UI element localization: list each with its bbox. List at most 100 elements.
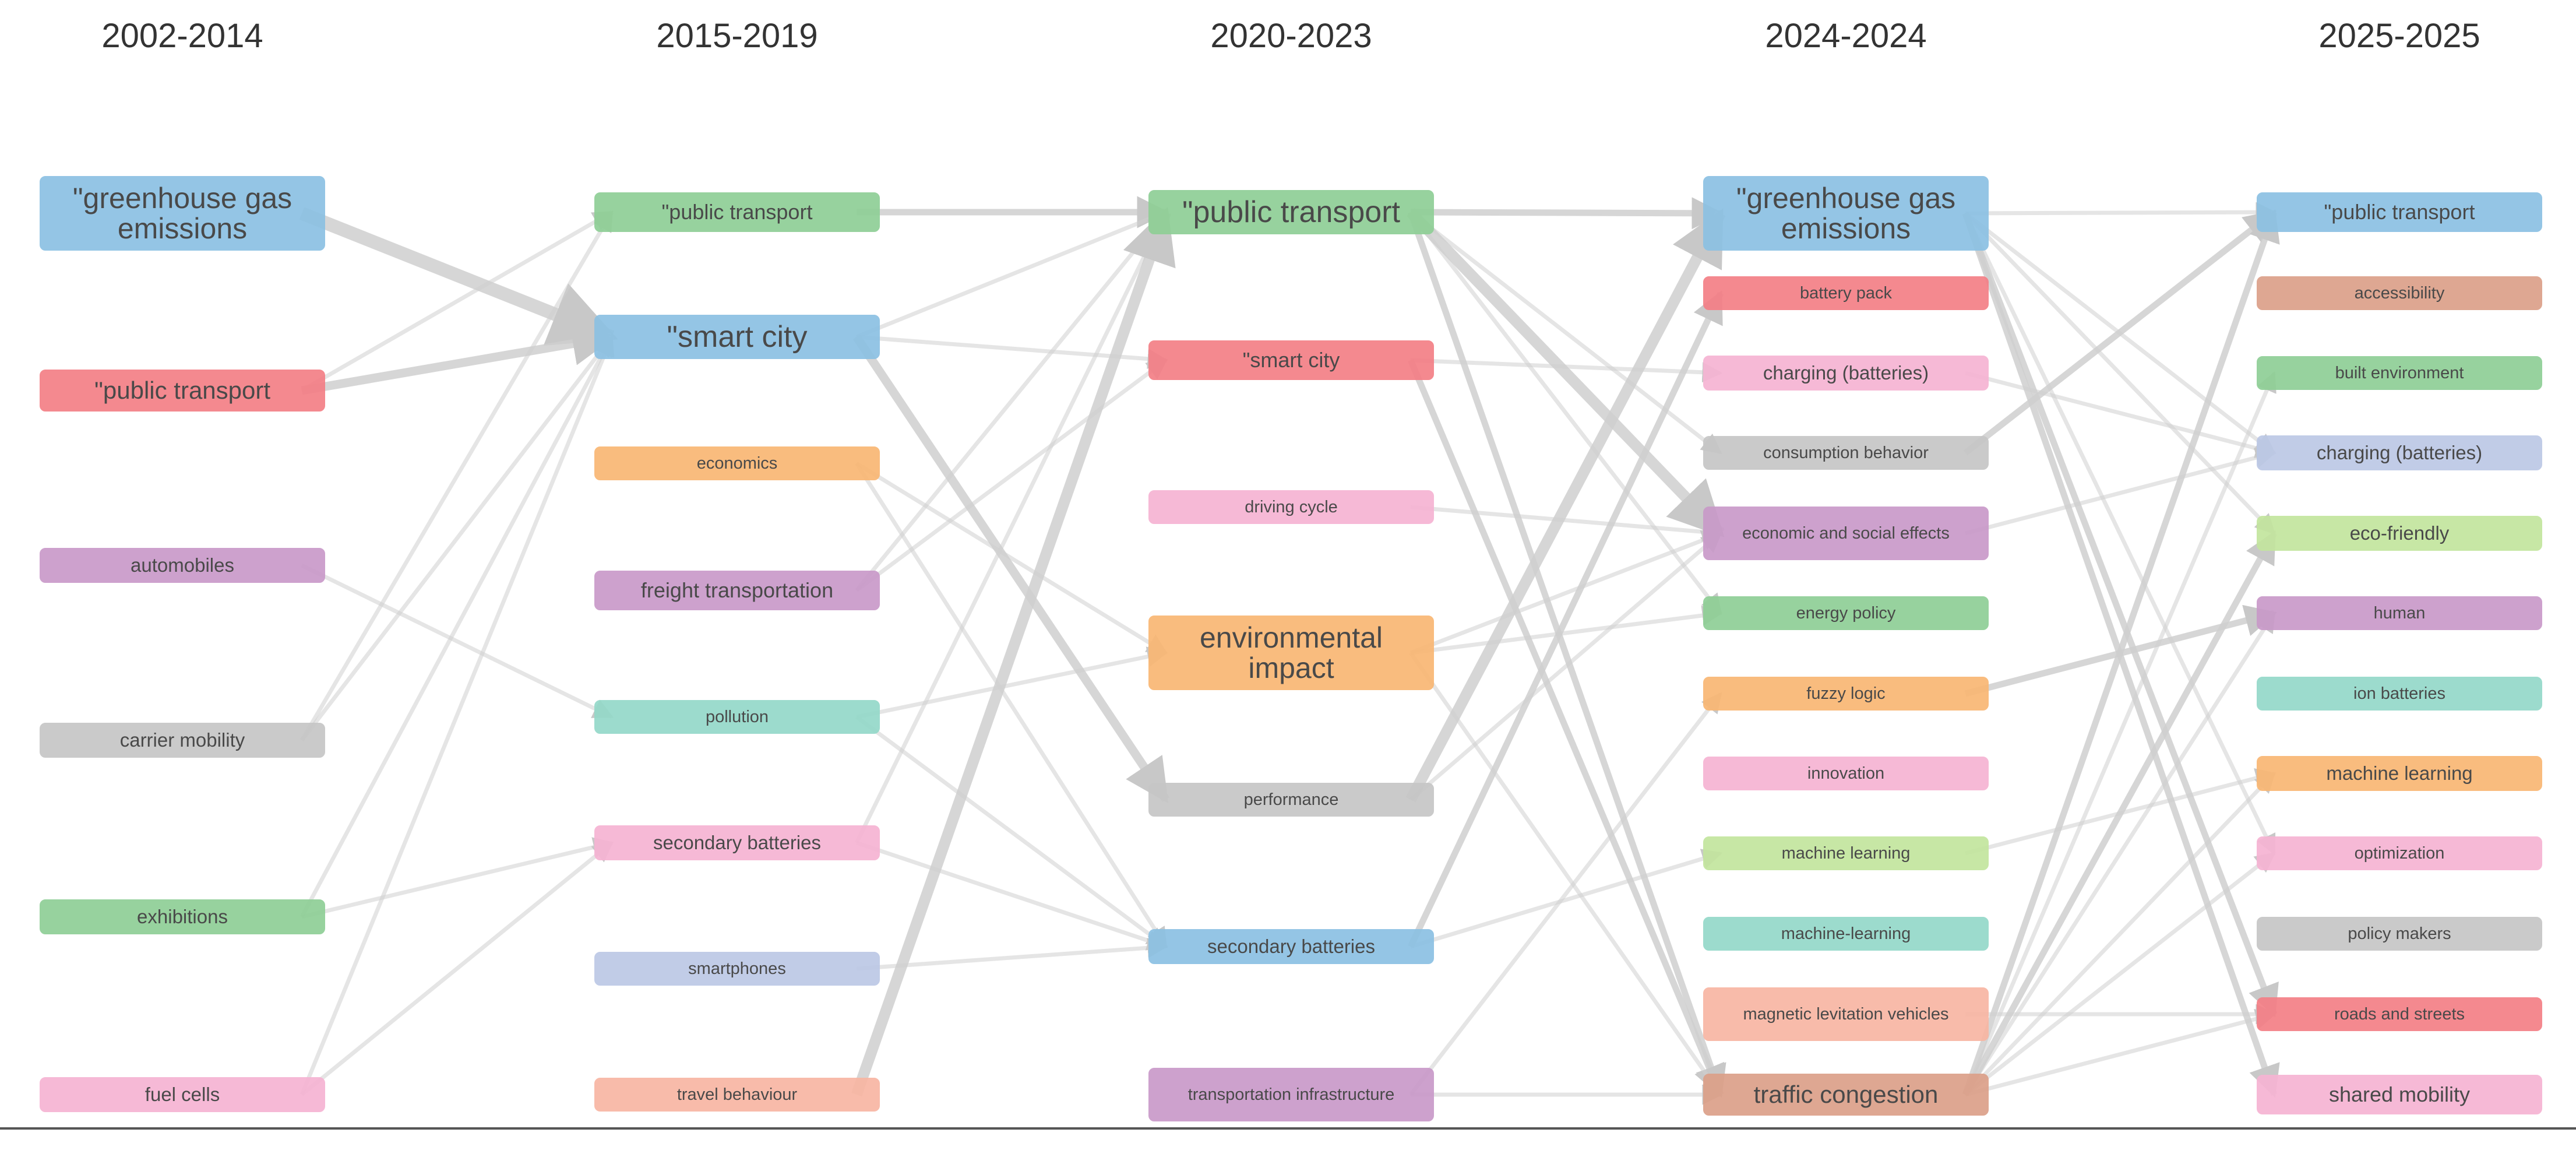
node-label: "greenhouse gas emissions	[1736, 181, 1956, 245]
node-d-cons: consumption behavior	[1703, 436, 1989, 470]
node-label: fuel cells	[145, 1083, 220, 1105]
node-label: "smart city	[667, 319, 808, 354]
node-label: ion batteries	[2353, 684, 2445, 703]
node-label: exhibitions	[137, 905, 228, 927]
node-b-freight: freight transportation	[594, 571, 880, 610]
link-d-traffic-to-e-pt	[1962, 209, 2280, 1096]
node-e-access: accessibility	[2257, 276, 2542, 310]
link-a-pt-to-b-pt	[301, 210, 614, 393]
node-d-ml2: machine-learning	[1703, 917, 1989, 951]
node-label: charging (batteries)	[1763, 361, 1929, 384]
link-c-perf-to-d-ghg	[1405, 208, 1726, 803]
node-d-energy: energy policy	[1703, 596, 1989, 630]
node-label: secondary batteries	[1207, 935, 1375, 957]
node-label: driving cycle	[1245, 497, 1338, 516]
node-b-pt: "public transport	[594, 192, 880, 232]
node-c-pt: "public transport	[1148, 190, 1434, 234]
link-b-freight-to-c-sc	[855, 358, 1168, 592]
node-label: magnetic levitation vehicles	[1743, 1004, 1949, 1024]
node-e-policy: policy makers	[2257, 917, 2542, 951]
link-d-traffic-to-e-opt	[1964, 852, 2276, 1096]
node-e-shared: shared mobility	[2257, 1075, 2542, 1114]
node-label: environmental impact	[1199, 621, 1383, 684]
node-label: energy policy	[1796, 603, 1896, 623]
node-label: "public transport	[1182, 195, 1400, 229]
link-a-pt-to-b-sc	[301, 322, 616, 395]
node-label: innovation	[1807, 764, 1885, 783]
node-d-maglev: magnetic levitation vehicles	[1703, 987, 1989, 1041]
link-a-exh-to-b-sc	[299, 335, 614, 918]
node-b-secbat: secondary batteries	[594, 825, 880, 860]
node-label: freight transportation	[640, 578, 834, 603]
link-b-travel-to-c-pt	[851, 207, 1176, 1097]
link-b-poll-to-c-env	[856, 646, 1168, 719]
link-c-secbat-to-d-batt	[1408, 290, 1724, 948]
link-d-charge-to-e-charge	[1965, 371, 2277, 459]
node-label: machine learning	[2326, 762, 2473, 784]
node-label: "greenhouse gas emissions	[72, 181, 293, 245]
link-b-freight-to-c-pt	[855, 210, 1168, 592]
node-d-charge: charging (batteries)	[1703, 356, 1989, 391]
node-label: consumption behavior	[1763, 443, 1929, 462]
node-label: fuzzy logic	[1806, 684, 1886, 703]
link-c-env-to-d-energy	[1410, 605, 1723, 655]
node-label: "public transport	[661, 200, 813, 224]
link-c-env-to-d-econsoc	[1409, 530, 1723, 655]
link-c-secbat-to-d-ml1	[1409, 849, 1723, 949]
link-a-ghg-to-b-sc	[299, 207, 618, 346]
node-a-auto: automobiles	[40, 548, 325, 583]
link-d-traffic-to-e-ml	[1964, 772, 2276, 1096]
node-e-pt: "public transport	[2257, 192, 2542, 232]
link-c-perf-to-d-econsoc	[1409, 532, 1722, 801]
node-label: performance	[1243, 790, 1339, 809]
node-label: human	[2373, 603, 2426, 623]
node-label: policy makers	[2348, 924, 2451, 943]
node-d-innov: innovation	[1703, 757, 1989, 790]
link-a-auto-to-b-poll	[301, 563, 614, 719]
node-label: carrier mobility	[119, 729, 245, 751]
link-a-carrier-to-b-sc	[300, 335, 614, 742]
link-c-pt-to-d-traffic	[1407, 211, 1726, 1098]
node-e-human: human	[2257, 596, 2542, 630]
node-c-trans: transportation infrastructure	[1148, 1068, 1434, 1121]
node-label: shared mobility	[2328, 1082, 2471, 1107]
link-a-carrier-to-b-pt	[299, 210, 614, 741]
link-d-traffic-to-e-built	[1963, 371, 2277, 1096]
node-label: roads and streets	[2334, 1004, 2465, 1024]
link-b-econ-to-c-env	[855, 462, 1168, 655]
link-d-ghg-to-e-opt	[1963, 212, 2277, 856]
node-label: "public transport	[2324, 200, 2475, 224]
link-d-ghg-to-e-eco	[1964, 212, 2276, 535]
node-b-sc: "smart city	[594, 315, 880, 359]
node-label: traffic congestion	[1753, 1080, 1939, 1108]
column-header: 2024-2024	[1765, 17, 1927, 55]
node-e-eco: eco-friendly	[2257, 516, 2542, 551]
node-e-ion: ion batteries	[2257, 677, 2542, 711]
node-c-secbat: secondary batteries	[1148, 929, 1434, 964]
node-label: transportation infrastructure	[1187, 1085, 1395, 1104]
link-d-ghg-to-e-pt	[1965, 202, 2277, 223]
node-label: economic and social effects	[1742, 523, 1950, 543]
node-label: pollution	[705, 707, 769, 726]
node-b-phone: smartphones	[594, 952, 880, 986]
link-a-exh-to-b-secbat	[301, 837, 614, 919]
link-c-sc-to-d-charge	[1410, 358, 1723, 383]
node-label: optimization	[2354, 843, 2445, 863]
link-b-secbat-to-c-secbat	[855, 840, 1168, 951]
node-label: eco-friendly	[2349, 522, 2450, 544]
node-label: smartphones	[688, 959, 786, 978]
node-c-perf: performance	[1148, 783, 1434, 817]
link-c-env-to-d-traffic	[1409, 651, 1722, 1096]
node-e-built: built environment	[2257, 356, 2542, 390]
node-label: automobiles	[131, 554, 234, 576]
link-c-pt-to-d-cons	[1409, 210, 1722, 455]
node-d-ghg: "greenhouse gas emissions	[1703, 176, 1989, 251]
node-label: machine learning	[1781, 843, 1911, 863]
node-a-exh: exhibitions	[40, 899, 325, 934]
link-d-traffic-to-e-human	[1964, 611, 2276, 1096]
node-label: "public transport	[94, 376, 271, 404]
column-header: 2015-2019	[656, 17, 818, 55]
link-d-traffic-to-e-eco	[1962, 530, 2277, 1096]
node-e-roads: roads and streets	[2257, 997, 2542, 1031]
link-d-econsoc-to-e-charge	[1965, 448, 2277, 536]
